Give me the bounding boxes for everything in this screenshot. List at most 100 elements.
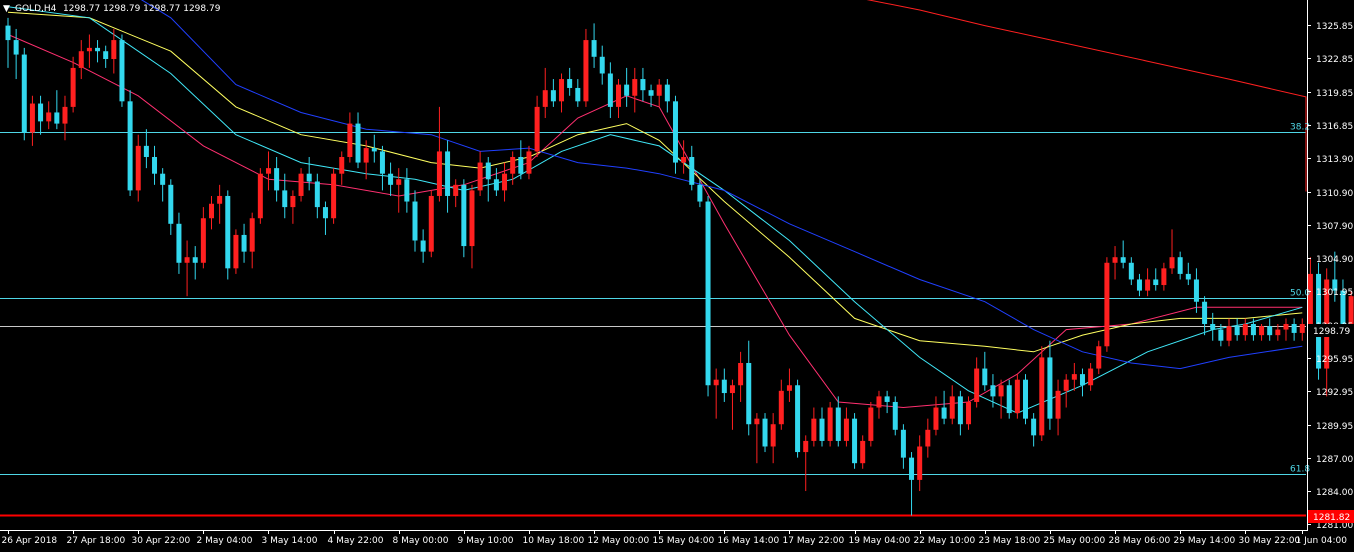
candle-body <box>1185 273 1191 280</box>
candle-body <box>526 151 532 174</box>
candle-body <box>184 257 190 263</box>
candle-body <box>502 173 508 191</box>
candle-body <box>632 79 638 96</box>
fibonacci-levels <box>0 132 1306 517</box>
candle <box>729 379 735 430</box>
candle-body <box>347 123 353 157</box>
candle-body <box>95 47 101 52</box>
candle-body <box>1161 268 1167 286</box>
candle-body <box>1014 379 1020 414</box>
x-tick-label: 16 May 14:00 <box>718 536 780 546</box>
candle-body <box>729 385 735 394</box>
candle <box>1088 362 1094 391</box>
candle <box>746 340 752 436</box>
candle <box>1071 362 1077 391</box>
y-tick-label: 1301.95 <box>1316 288 1353 298</box>
candle-body <box>46 112 52 122</box>
candle <box>510 151 516 185</box>
candle <box>1202 296 1208 336</box>
candle-body <box>1202 301 1208 325</box>
candle-body <box>1128 262 1134 280</box>
candle-body <box>1096 346 1102 369</box>
x-tick-label: 4 May 22:00 <box>328 536 384 546</box>
candle <box>632 67 638 113</box>
candle-body <box>567 79 573 88</box>
candle-body <box>778 390 784 425</box>
candle <box>209 195 214 230</box>
candle-body <box>1210 324 1216 330</box>
candle <box>591 23 597 68</box>
candle <box>681 140 687 174</box>
candle-body <box>461 184 467 247</box>
candle-body <box>843 418 849 441</box>
candle-body <box>135 145 141 191</box>
candle-body <box>681 156 687 163</box>
candle <box>721 368 727 402</box>
candle-body <box>607 73 613 107</box>
candle <box>917 435 923 492</box>
candle-body <box>396 179 402 185</box>
candle <box>1169 229 1175 274</box>
candle-body <box>656 84 662 96</box>
candle-body <box>591 40 597 57</box>
candle-body <box>1340 290 1346 330</box>
candle <box>550 79 556 107</box>
candle <box>738 351 744 402</box>
candle-body <box>909 457 915 480</box>
candle-body <box>746 362 752 425</box>
y-tick-label: 1284.00 <box>1316 488 1353 498</box>
candle-body <box>559 79 565 102</box>
candle <box>379 145 385 191</box>
candle-body <box>860 440 866 464</box>
candle-body <box>1193 279 1199 302</box>
candle <box>396 168 402 213</box>
candle <box>835 396 841 447</box>
candle <box>803 435 809 492</box>
candle <box>436 106 442 202</box>
candle <box>54 90 60 130</box>
collapse-triangle-icon[interactable]: ▼ <box>3 4 10 14</box>
candle <box>754 413 760 464</box>
candle-body <box>371 148 377 152</box>
candle <box>1226 318 1232 347</box>
candle <box>225 190 231 280</box>
y-tick-label: 1307.90 <box>1316 222 1353 232</box>
candle-body <box>192 257 198 263</box>
candle <box>1291 318 1297 341</box>
candle-body <box>445 151 451 196</box>
candle <box>998 379 1004 419</box>
candle-body <box>404 179 410 202</box>
x-tick-label: 2 May 04:00 <box>197 536 253 546</box>
candle-body <box>599 56 605 74</box>
candle <box>1250 318 1256 341</box>
candle-body <box>493 179 499 191</box>
y-tick-label: 1287.00 <box>1316 455 1353 465</box>
candle-body <box>420 240 426 252</box>
candle-body <box>78 51 84 68</box>
candle-body <box>200 218 206 263</box>
candle-body <box>786 385 792 391</box>
candle <box>1332 251 1338 302</box>
candle <box>1307 257 1313 330</box>
candle-body <box>306 173 312 182</box>
candle <box>445 140 451 213</box>
candle <box>469 184 475 269</box>
candle-body <box>29 103 35 133</box>
candle <box>135 134 141 202</box>
candle <box>290 190 296 224</box>
candle <box>331 168 337 224</box>
candle <box>249 212 255 269</box>
x-tick-label: 12 May 00:00 <box>588 536 650 546</box>
candle-body <box>1055 390 1061 419</box>
chart-header: ▼ GOLD,H4 1298.77 1298.79 1298.77 1298.7… <box>3 4 221 14</box>
candle <box>664 79 670 113</box>
candle <box>355 112 361 169</box>
x-tick-label: 22 May 10:00 <box>914 536 976 546</box>
candle <box>1039 346 1045 441</box>
x-tick-label: 27 Apr 18:00 <box>67 536 126 546</box>
candle <box>119 34 125 107</box>
candle <box>1128 257 1134 286</box>
candle-body <box>868 407 874 441</box>
candle <box>713 368 719 419</box>
